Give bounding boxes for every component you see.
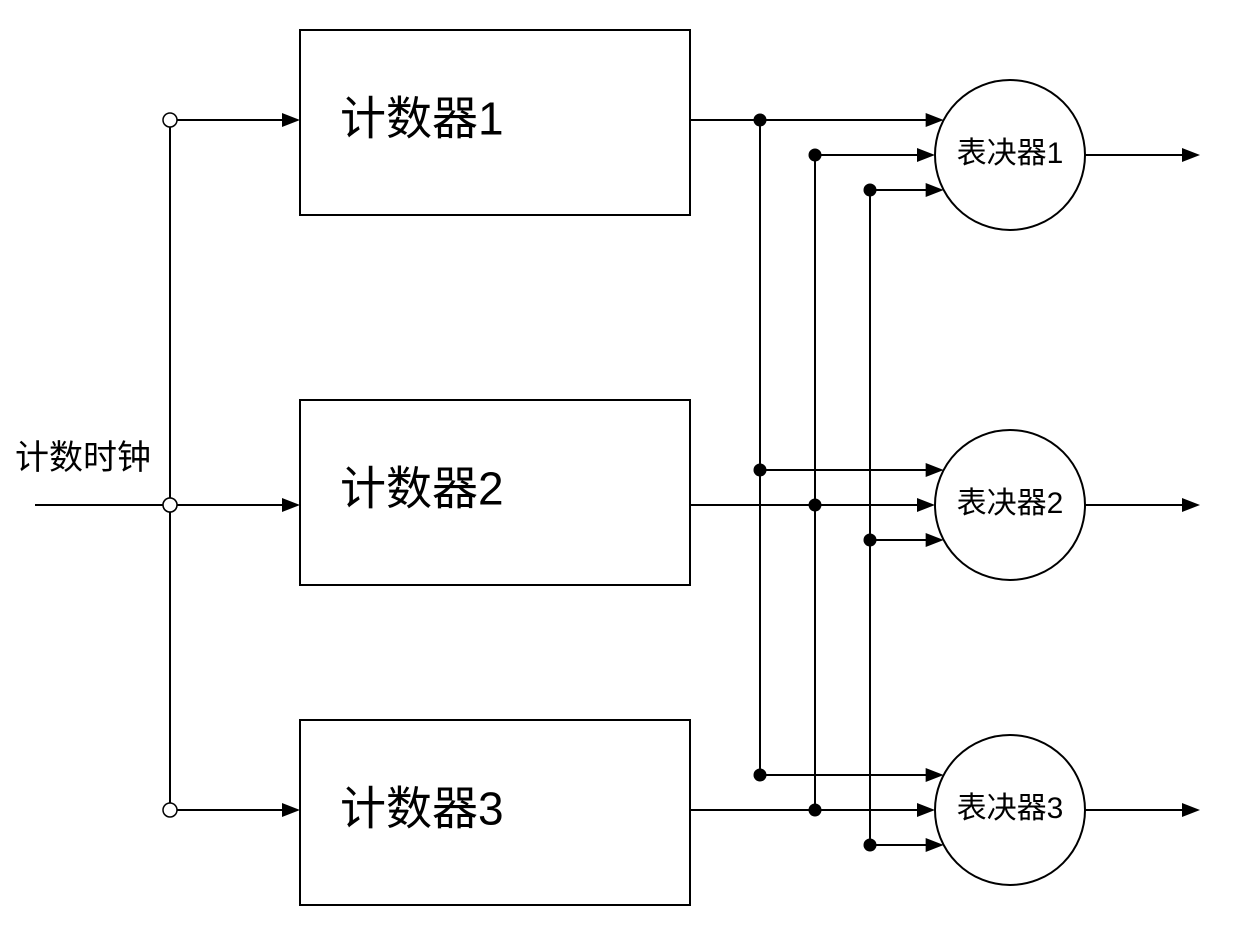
voter-2: 表决器2 xyxy=(760,430,1200,580)
voter-2-label: 表决器2 xyxy=(957,487,1064,520)
counter-2: 计数器2 xyxy=(163,400,690,585)
counter-3-label: 计数器3 xyxy=(340,783,504,835)
voter-1: 表决器1 xyxy=(760,80,1200,230)
input-clock-label: 计数时钟 xyxy=(15,439,151,477)
counter-1-label: 计数器1 xyxy=(340,93,504,145)
voter-3-label: 表决器3 xyxy=(957,792,1064,825)
counter-1: 计数器1 xyxy=(163,30,690,215)
tmr-counter-diagram: 计数时钟 计数器1 计数器2 计数器3 表决器1 表决器2 表决器3 xyxy=(0,0,1240,942)
voter-1-label: 表决器1 xyxy=(957,137,1064,170)
counter-3: 计数器3 xyxy=(163,720,690,905)
voter-3: 表决器3 xyxy=(760,735,1200,885)
counter-2-label: 计数器2 xyxy=(340,463,504,515)
